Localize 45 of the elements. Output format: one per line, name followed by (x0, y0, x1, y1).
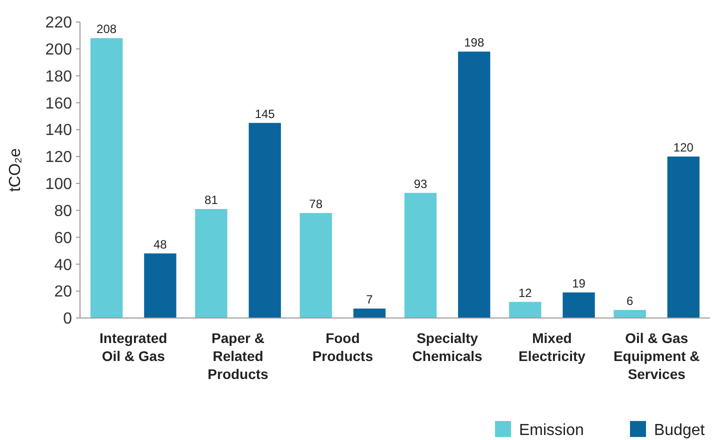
y-tick-label: 120 (45, 149, 72, 166)
bar (195, 209, 228, 318)
bar (144, 253, 176, 318)
y-tick-label: 40 (54, 256, 72, 274)
data-label: 81 (204, 193, 218, 208)
y-axis-title: tCO₂e (7, 148, 24, 192)
bar (90, 38, 123, 318)
data-label: 145 (254, 106, 276, 121)
bar (458, 52, 490, 318)
bar (300, 213, 332, 318)
data-label: 12 (518, 286, 532, 300)
y-tick-label: 200 (45, 42, 72, 59)
x-tick-label: Food Products (312, 330, 374, 364)
data-label: 120 (673, 140, 694, 155)
data-label: 198 (464, 36, 484, 50)
x-tick-label: Specialty Chemicals (412, 330, 483, 364)
x-tick-label: Integrated Oil & Gas (100, 330, 168, 364)
data-label: 93 (414, 176, 428, 191)
bar (562, 292, 595, 318)
data-label: 78 (309, 197, 323, 212)
bar (404, 192, 437, 318)
y-tick-label: 220 (45, 14, 72, 32)
data-label: 7 (366, 292, 374, 307)
y-tick-label: 180 (45, 68, 72, 86)
data-label: 19 (572, 276, 586, 290)
y-tick-label: 100 (45, 176, 72, 194)
legend-label: Budget (654, 422, 706, 439)
bar (509, 302, 542, 318)
y-tick-label: 0 (63, 310, 72, 328)
data-label: 6 (626, 294, 634, 308)
bar (614, 310, 646, 318)
x-tick-label: Oil & Gas Equipment & Services (613, 330, 700, 382)
legend-label: Emission (519, 422, 584, 439)
y-tick-label: 80 (54, 202, 72, 220)
bar (248, 122, 281, 318)
y-tick-label: 60 (54, 230, 72, 247)
bar (667, 156, 700, 318)
y-tick-label: 20 (54, 284, 72, 301)
x-tick-label: Paper & Related Products (208, 330, 269, 382)
data-label: 48 (154, 237, 168, 252)
y-tick-label: 160 (45, 95, 72, 112)
data-label: 208 (96, 22, 117, 36)
bar (353, 308, 386, 318)
y-tick-label: 140 (45, 122, 72, 140)
x-tick-label: Mixed Electricity (518, 330, 586, 364)
